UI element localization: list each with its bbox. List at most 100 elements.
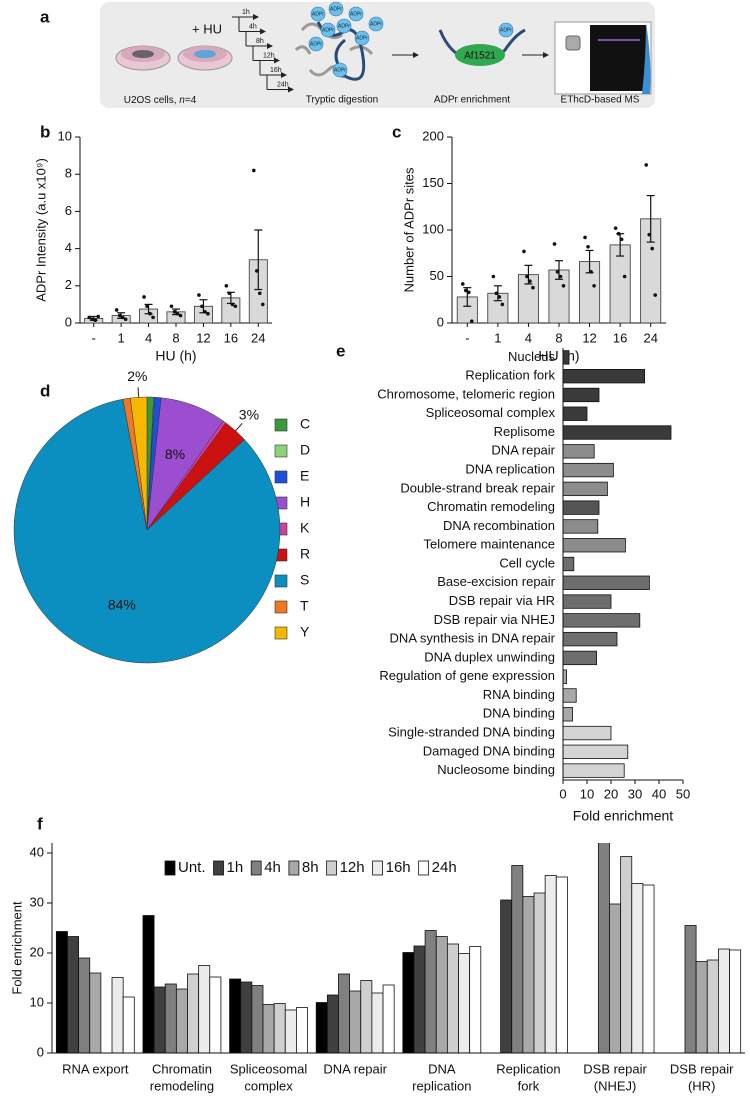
bar: [562, 669, 567, 684]
category-label: Cell cycle: [499, 555, 555, 570]
data-point: [145, 304, 149, 309]
data-point: [117, 313, 122, 318]
data-point: [148, 311, 152, 316]
data-point: [200, 304, 204, 309]
adpr-bead: [310, 6, 326, 22]
legend-label: 1h: [227, 859, 244, 876]
y-tick-label: 10: [30, 994, 44, 1009]
x-tick-label: Spliceosomal: [230, 1061, 307, 1076]
step-label: EThcD-based MS: [561, 95, 640, 106]
step-label: Tryptic digestion: [306, 95, 378, 106]
legend-label: D: [300, 442, 310, 458]
y-tick-label: 10: [58, 128, 72, 143]
legend-swatch: [164, 860, 176, 876]
category-label: Replication fork: [465, 368, 555, 383]
bar: [500, 899, 513, 1054]
legend-swatch: [274, 600, 288, 614]
data-point: [528, 279, 532, 283]
bar: [435, 936, 448, 1054]
adpr-bead: [348, 6, 364, 22]
y-tick-label: 50: [430, 268, 444, 283]
bar: [142, 915, 155, 1054]
legend-label: T: [300, 598, 309, 614]
category-label: DSB repair via HR: [449, 593, 555, 608]
data-point: [494, 291, 499, 296]
data-point: [227, 291, 232, 296]
x-tick-label: 24: [643, 330, 657, 345]
cells-label-count: =4: [185, 95, 197, 106]
bar: [338, 973, 351, 1054]
legend-label: 16h: [386, 859, 411, 876]
legend-label: R: [300, 546, 310, 562]
data-point: [497, 295, 502, 299]
y-tick-label: 6: [65, 203, 72, 218]
bar: [349, 990, 362, 1054]
legend-label: K: [300, 520, 310, 536]
legend-label: 8h: [302, 859, 319, 876]
x-tick-label: 10: [580, 786, 594, 801]
data-point: [120, 315, 125, 320]
pie-slice: [13, 398, 281, 664]
bar: [326, 994, 339, 1054]
step-label: ADPr enrichment: [434, 95, 510, 106]
bar: [122, 996, 135, 1054]
data-point: [169, 304, 174, 309]
bar: [55, 931, 68, 1054]
panel-label: b: [40, 122, 50, 141]
x-tick-label: Replication: [496, 1061, 560, 1076]
data-point: [206, 311, 210, 316]
bar: [562, 425, 672, 440]
bar: [562, 538, 626, 553]
data-point: [233, 304, 238, 309]
x-tick-label: 16: [613, 330, 627, 345]
bar: [262, 1004, 275, 1054]
adpr-label: ADPr: [330, 6, 342, 12]
x-axis-label: HU (h): [155, 348, 196, 364]
bar: [631, 883, 644, 1054]
bar: [562, 369, 645, 384]
bar: [544, 875, 557, 1054]
bar: [562, 556, 575, 572]
data-point: [197, 293, 201, 297]
data-point: [230, 302, 235, 307]
data-point: [466, 290, 471, 295]
data-point: [647, 232, 652, 237]
data-point: [531, 285, 535, 290]
data-point: [555, 270, 560, 274]
category-label: Single-stranded DNA binding: [388, 724, 555, 739]
y-tick-label: 0: [65, 314, 72, 329]
data-point: [257, 291, 262, 296]
bar: [684, 925, 697, 1054]
cells-label-text: U2OS cells,: [124, 95, 180, 106]
time-label: 4h: [249, 23, 257, 30]
bar: [175, 988, 188, 1054]
y-axis-label: Fold enrichment: [9, 901, 24, 995]
bar: [67, 936, 80, 1054]
data-point: [172, 310, 177, 314]
legend-swatch: [326, 860, 337, 876]
x-tick-label: 24: [251, 330, 265, 345]
x-tick-label: -: [92, 330, 96, 345]
bar: [296, 1007, 308, 1054]
data-point: [592, 284, 596, 288]
bar: [695, 961, 708, 1054]
data-point: [251, 168, 256, 173]
category-label: Chromatin remodeling: [427, 499, 555, 514]
bar: [187, 973, 200, 1054]
adpr-label: ADPr: [334, 67, 346, 73]
x-tick-label: -: [465, 330, 469, 345]
data-point: [460, 282, 465, 286]
bar: [251, 985, 264, 1054]
label-leader: [137, 387, 140, 398]
y-tick-label: 0: [437, 314, 444, 329]
category-label: DNA replication: [465, 462, 555, 477]
data-point: [522, 249, 526, 254]
cells-label-n: n: [179, 95, 185, 106]
adpr-bead: [332, 62, 348, 78]
x-tick-label: 12: [582, 330, 596, 345]
x-tick-label: replication: [412, 1078, 471, 1093]
bar: [620, 856, 633, 1054]
bar: [240, 981, 253, 1054]
y-tick-label: 40: [30, 844, 44, 859]
y-tick-label: 30: [30, 894, 44, 909]
